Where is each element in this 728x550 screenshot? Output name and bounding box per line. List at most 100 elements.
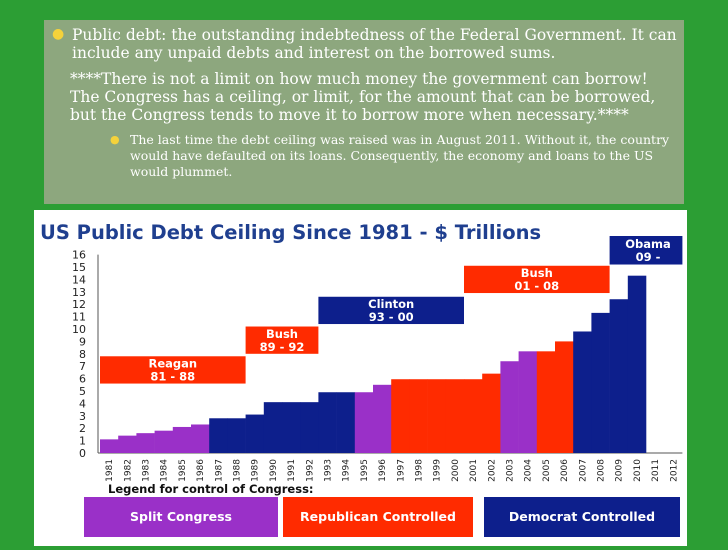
- bar-2009: [609, 299, 629, 453]
- x-tick-label: 1993: [324, 459, 334, 482]
- x-tick-label: 1983: [142, 459, 152, 482]
- y-tick-label: 4: [79, 397, 86, 410]
- bullet-no-limit-text: ****There is not a limit on how much mon…: [70, 70, 656, 124]
- y-tick-label: 9: [79, 335, 86, 348]
- x-tick-label: 1996: [378, 459, 388, 482]
- y-tick-label: 0: [79, 447, 86, 460]
- x-tick-label: 1986: [196, 459, 206, 482]
- chart-title: US Public Debt Ceiling Since 1981 - $ Tr…: [40, 221, 541, 244]
- x-tick-label: 1987: [214, 459, 224, 482]
- legend-item-democrat: [484, 497, 680, 537]
- bar-1985: [172, 426, 192, 453]
- legend-label-split: Split Congress: [130, 509, 232, 524]
- x-tick-label: 1988: [233, 459, 243, 482]
- bar-1988: [227, 418, 246, 453]
- president-box-reagan: [100, 356, 246, 384]
- y-tick-label: 15: [72, 261, 86, 274]
- x-tick-label: 1999: [433, 459, 443, 482]
- bullet-no-limit: ****There is not a limit on how much mon…: [70, 70, 682, 124]
- bar-1992: [300, 402, 319, 453]
- bullet-public-debt: ● Public debt: the outstanding indebtedn…: [52, 26, 679, 62]
- y-tick-label: 11: [72, 311, 86, 324]
- bar-1994: [336, 392, 356, 453]
- x-tick-label: 2012: [669, 459, 679, 482]
- x-tick-label: 1985: [178, 459, 188, 482]
- x-tick-label: 2002: [487, 459, 497, 482]
- bar-2007: [573, 331, 592, 453]
- x-tick-label: 2008: [597, 459, 607, 482]
- president-years: 93 - 00: [369, 310, 414, 324]
- president-box-obama: [609, 236, 683, 265]
- x-tick-label: 2009: [615, 459, 625, 482]
- president-name: Obama: [625, 237, 671, 251]
- president-name: Clinton: [368, 297, 414, 311]
- bar-2001: [464, 379, 483, 453]
- bar-1995: [354, 392, 374, 453]
- bar-1996: [373, 384, 392, 453]
- bullet-public-debt-text: Public debt: the outstanding indebtednes…: [72, 26, 677, 62]
- x-tick-label: 2006: [560, 459, 570, 482]
- y-tick-label: 7: [79, 360, 86, 373]
- x-tick-label: 2001: [469, 459, 479, 482]
- bar-2002: [482, 373, 501, 453]
- y-tick-label: 14: [72, 273, 86, 286]
- text-panel: ● Public debt: the outstanding indebtedn…: [44, 20, 684, 204]
- y-tick-label: 12: [72, 298, 86, 311]
- x-tick-label: 1990: [269, 459, 279, 482]
- x-tick-label: 1991: [287, 459, 297, 482]
- x-tick-label: 2000: [451, 459, 461, 482]
- president-name: Reagan: [148, 357, 197, 371]
- x-tick-label: 1989: [251, 459, 261, 482]
- bar-1999: [427, 379, 447, 453]
- y-tick-label: 3: [79, 410, 86, 423]
- bullet-debt-ceiling-raised-text: The last time the debt ceiling was raise…: [130, 132, 670, 179]
- x-tick-label: 2010: [633, 459, 643, 482]
- y-tick-label: 10: [72, 323, 86, 336]
- bar-2003: [500, 361, 519, 453]
- x-tick-label: 2004: [524, 459, 534, 482]
- president-name: Bush: [266, 327, 298, 341]
- bar-2006: [555, 341, 574, 453]
- debt-ceiling-chart: US Public Debt Ceiling Since 1981 - $ Tr…: [40, 221, 683, 537]
- bar-1997: [391, 379, 410, 453]
- bar-1993: [318, 392, 337, 453]
- bar-1989: [245, 414, 265, 453]
- president-years: 89 - 92: [260, 340, 305, 354]
- president-years: 01 - 08: [514, 279, 559, 293]
- bar-1987: [209, 418, 228, 453]
- bar-1984: [154, 430, 174, 453]
- x-tick-label: 2011: [651, 459, 661, 482]
- bar-2005: [536, 351, 556, 453]
- bar-2008: [591, 312, 610, 453]
- bar-2004: [518, 351, 538, 453]
- bar-1986: [191, 424, 210, 453]
- x-tick-label: 1982: [123, 459, 133, 482]
- bar-2000: [445, 379, 465, 453]
- x-tick-label: 1998: [415, 459, 425, 482]
- x-tick-label: 1992: [305, 459, 315, 482]
- bar-2010: [627, 275, 647, 453]
- president-box-clinton: [318, 296, 464, 325]
- legend-label-republican: Republican Controlled: [300, 509, 456, 524]
- x-tick-label: 1981: [105, 459, 115, 482]
- legend-label-democrat: Democrat Controlled: [509, 509, 655, 524]
- x-tick-label: 1995: [360, 459, 370, 482]
- bar-1981: [100, 439, 119, 453]
- x-tick-label: 2003: [506, 459, 516, 482]
- x-tick-label: 1997: [396, 459, 406, 482]
- president-name: Bush: [521, 266, 553, 280]
- x-tick-label: 2007: [578, 459, 588, 482]
- president-years: 09 -: [636, 250, 661, 264]
- president-years: 81 - 88: [150, 370, 195, 384]
- y-tick-label: 5: [79, 385, 86, 398]
- legend-item-split: [84, 497, 278, 537]
- x-tick-label: 2005: [542, 459, 552, 482]
- bullet-marker-icon: ●: [110, 133, 120, 146]
- bar-1998: [409, 379, 428, 453]
- legend-item-republican: [283, 497, 473, 537]
- bar-1990: [263, 402, 283, 453]
- bullet-marker-icon: ●: [52, 26, 65, 42]
- y-tick-label: 2: [79, 422, 86, 435]
- y-tick-label: 8: [79, 348, 86, 361]
- y-tick-label: 13: [72, 286, 86, 299]
